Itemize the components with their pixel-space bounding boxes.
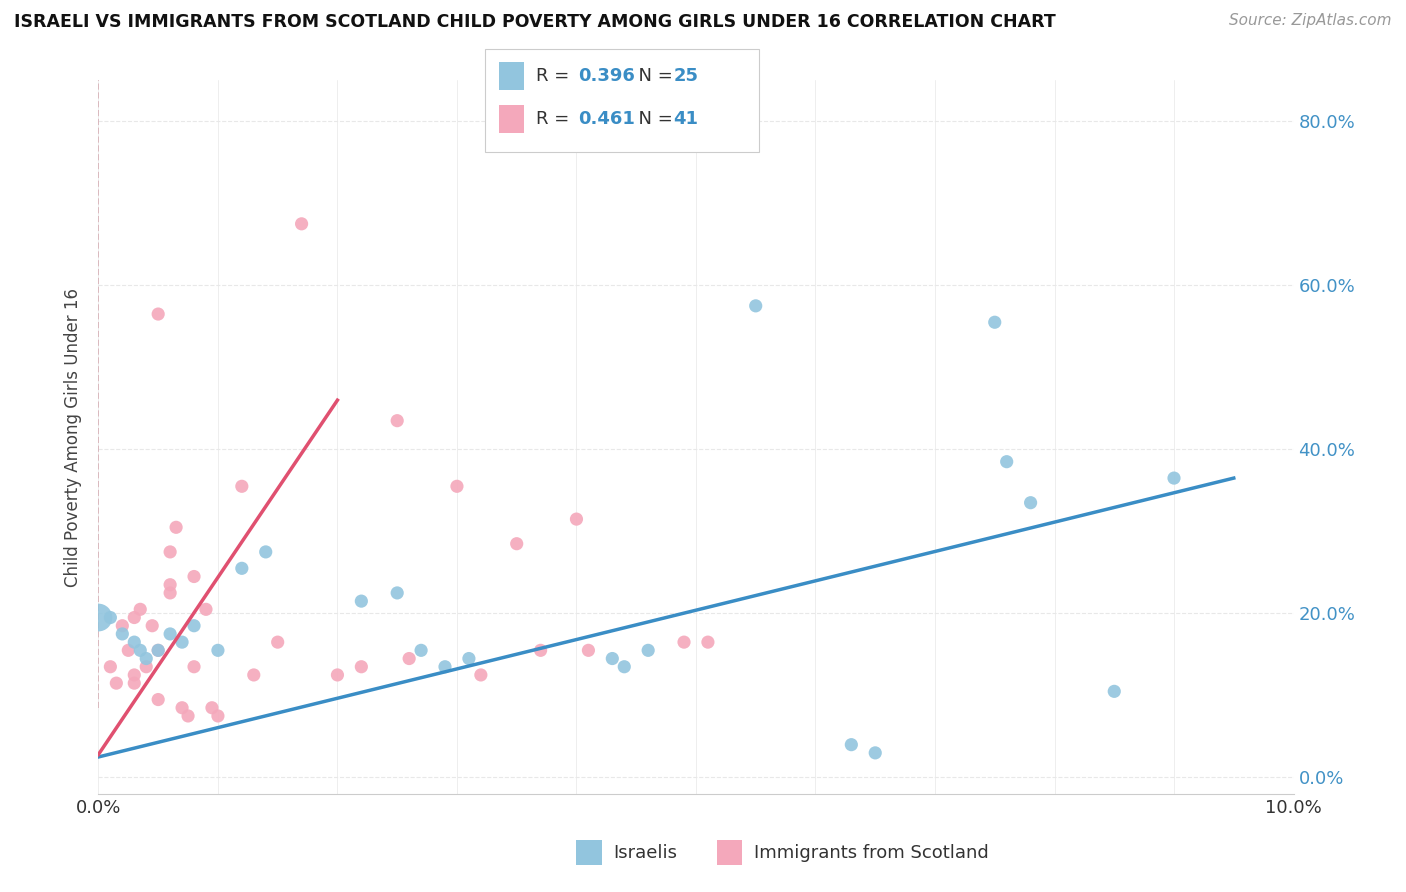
Point [183,659,205,673]
Point [984,315,1007,329]
Point [470,668,492,682]
Point [291,217,314,231]
Point [841,738,863,752]
Point [183,569,205,583]
Point [565,512,588,526]
Point [207,643,229,657]
Point [995,455,1018,469]
Point [172,700,194,714]
Point [124,635,146,649]
Point [172,635,194,649]
Text: ISRAELI VS IMMIGRANTS FROM SCOTLAND CHILD POVERTY AMONG GIRLS UNDER 16 CORRELATI: ISRAELI VS IMMIGRANTS FROM SCOTLAND CHIL… [14,13,1056,31]
Point [148,643,170,657]
Point [148,692,170,706]
Point [1104,684,1126,698]
Point [124,676,146,690]
Point [87,610,110,624]
Y-axis label: Child Poverty Among Girls Under 16: Child Poverty Among Girls Under 16 [65,287,83,587]
Point [98,610,122,624]
Text: 0.396: 0.396 [578,67,634,85]
Point [602,651,624,665]
Point [111,627,134,641]
Point [159,578,181,592]
Point [434,659,457,673]
Point [446,479,468,493]
Text: Israelis: Israelis [613,844,678,862]
Point [578,643,600,657]
Point [159,586,181,600]
Point [148,307,170,321]
Point [613,659,636,673]
Point [159,627,181,641]
Text: R =: R = [536,67,575,85]
Point [111,618,134,632]
Point [506,537,529,551]
Point [398,651,420,665]
Point [183,618,205,632]
Point [129,602,152,616]
Point [124,668,146,682]
Point [231,479,253,493]
Point [159,545,181,559]
Point [129,643,152,657]
Point [350,659,373,673]
Point [385,586,409,600]
Text: 41: 41 [673,110,699,128]
Point [231,561,253,575]
Point [195,602,218,616]
Text: R =: R = [536,110,575,128]
Point [865,746,887,760]
Point [98,659,122,673]
Point [117,643,139,657]
Point [201,700,224,714]
Point [385,414,409,428]
Point [207,709,229,723]
Point [530,643,553,657]
Point [673,635,696,649]
Point [165,520,187,534]
Point [177,709,200,723]
Point [254,545,277,559]
Point [326,668,349,682]
Point [1163,471,1185,485]
Point [105,676,128,690]
Text: 0.461: 0.461 [578,110,634,128]
Point [141,618,163,632]
Text: 25: 25 [673,67,699,85]
Point [243,668,266,682]
Point [745,299,768,313]
Point [697,635,720,649]
Point [350,594,373,608]
Text: Immigrants from Scotland: Immigrants from Scotland [754,844,988,862]
Text: N =: N = [627,110,679,128]
Point [124,610,146,624]
Point [411,643,433,657]
Text: N =: N = [627,67,679,85]
Point [458,651,481,665]
Point [148,643,170,657]
Point [135,659,157,673]
Point [135,651,157,665]
Point [637,643,659,657]
Point [1019,496,1042,510]
Text: Source: ZipAtlas.com: Source: ZipAtlas.com [1229,13,1392,29]
Point [267,635,290,649]
